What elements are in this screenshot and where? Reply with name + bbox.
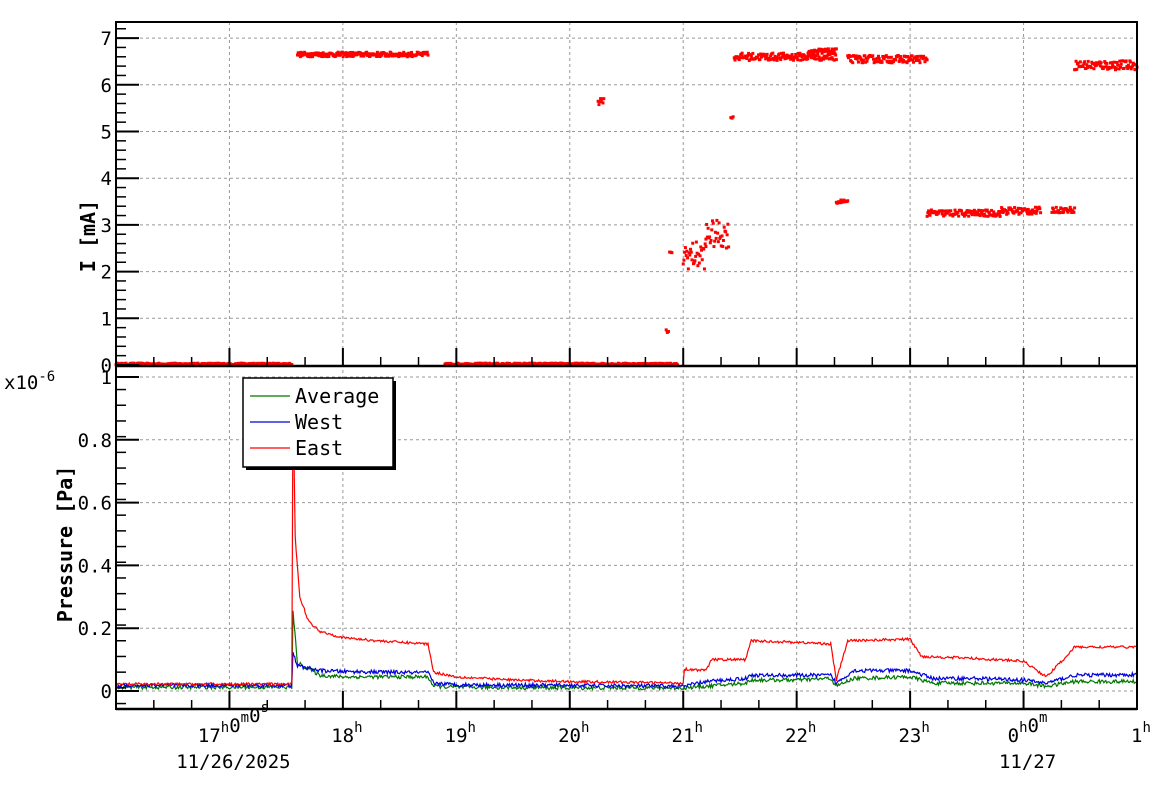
x-tick-label: 23h [898,720,929,747]
y-tick-label: 1 [101,308,112,330]
y-tick-label: 0.4 [78,555,112,577]
y-tick-label: 5 [101,122,112,144]
y-tick-label: 6 [101,75,112,97]
x-tick-label: 22h [785,720,816,747]
y-tick-label: 0 [101,681,112,703]
legend-label-average: Average [295,384,379,408]
y-tick-label: 0.6 [78,493,112,515]
x-date-label: 11/26/2025 [176,751,290,773]
grid-lines [116,22,1137,709]
pressure-multiplier-label: x10-6 [4,369,55,394]
y-tick-label: 3 [101,215,112,237]
legend-label-west: West [295,410,343,434]
series-east [115,393,1138,687]
x-tick-label: 20h [558,720,589,747]
x-tick-label: 0h0m [1008,710,1048,747]
x-tick-label: 19h [445,720,476,747]
y-tick-label: 0.2 [78,618,112,640]
pressure-axis-title: Pressure [Pa] [53,466,77,623]
legend-label-east: East [295,436,343,460]
y-tick-label: 7 [101,28,112,50]
current-axis-title: I [mA] [76,200,100,272]
y-tick-label: 0 [101,355,112,377]
axes: 0123456700.20.40.60.8117h0m0s11/26/20251… [78,21,1151,773]
y-tick-label: 2 [101,262,112,284]
x-tick-label: 1h [1131,720,1151,747]
y-tick-label: 0.8 [78,430,112,452]
legend: Average West East [242,377,396,470]
x-tick-label: 21h [672,720,703,747]
y-tick-label: 4 [101,168,112,190]
x-date-label: 11/27 [999,751,1056,773]
y-tick-label: 1 [101,367,112,389]
pressure-line-series [115,393,1138,692]
axis-labels: I [mA] Pressure [Pa] x10-6 [4,200,100,622]
x-tick-label: 17h0m0s [198,700,269,747]
x-tick-label: 18h [331,720,362,747]
